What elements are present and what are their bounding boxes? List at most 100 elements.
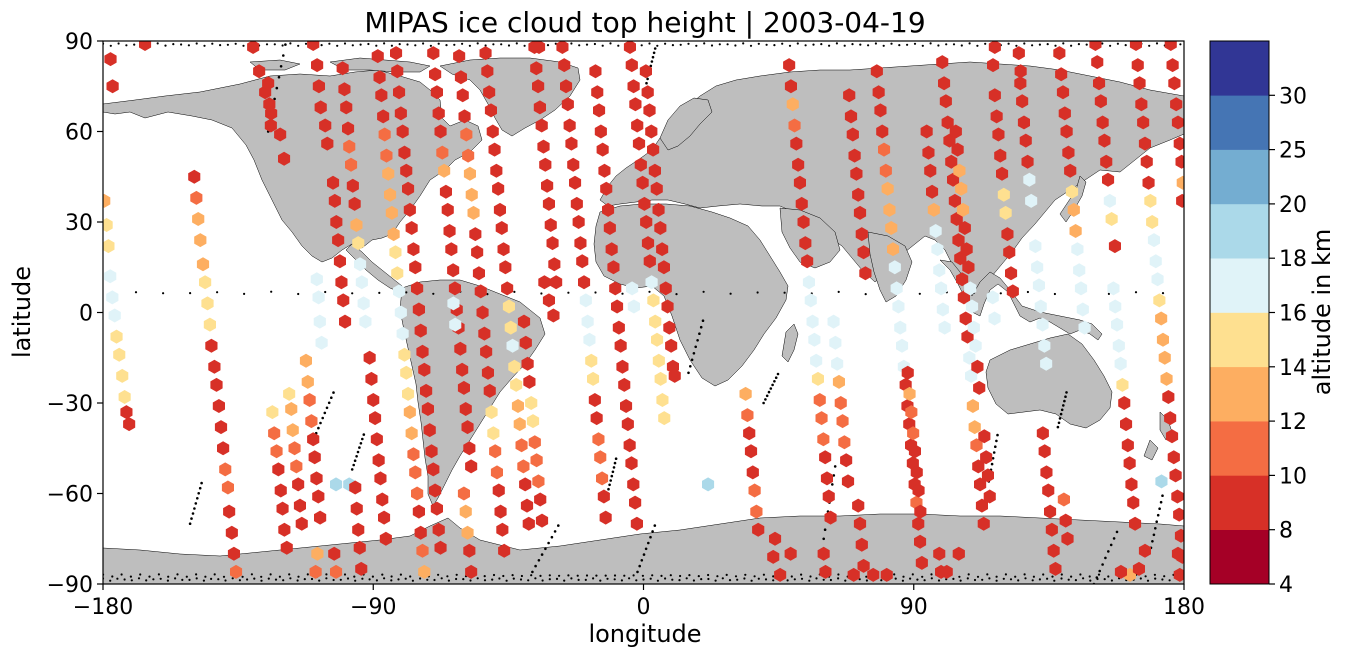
cloud-point (188, 169, 201, 184)
track-dot (984, 42, 987, 45)
cloud-point (412, 504, 425, 519)
cloud-point (104, 52, 117, 67)
track-dot (800, 573, 803, 576)
track-dot (1060, 577, 1063, 580)
cloud-point (954, 251, 967, 266)
track-dot (699, 325, 703, 329)
cloud-point (656, 242, 669, 257)
cloud-point (651, 332, 664, 347)
cloud-point (407, 242, 420, 257)
track-dot (837, 573, 840, 576)
cloud-point (522, 516, 535, 531)
track-dot (765, 43, 768, 46)
cloud-point (384, 187, 397, 202)
cloud-point (881, 181, 894, 196)
cloud-point (106, 290, 119, 305)
track-dot (351, 292, 354, 295)
track-dot (620, 579, 624, 582)
cloud-point (1114, 564, 1127, 579)
cloud-point (494, 504, 507, 519)
track-dot (275, 86, 279, 90)
cloud-point (525, 396, 538, 410)
cloud-point (355, 275, 368, 290)
cloud-point (567, 157, 580, 172)
cloud-point (459, 402, 472, 416)
track-dot (859, 43, 862, 46)
cloud-point (274, 127, 287, 142)
cloud-point (880, 567, 893, 582)
cloud-point (299, 353, 312, 368)
cloud-point (853, 205, 867, 220)
cloud-point (420, 383, 433, 398)
cloud-point (1055, 67, 1068, 82)
cloud-point (819, 450, 832, 465)
track-dot (585, 43, 589, 46)
cloud-point (210, 377, 223, 392)
track-dot (644, 547, 648, 551)
cloud-point (596, 471, 609, 486)
cloud-point (303, 393, 316, 407)
track-dot (687, 371, 690, 375)
cloud-point (479, 46, 492, 61)
cloud-point (643, 254, 656, 269)
cloud-point (333, 254, 346, 269)
cloud-point (639, 64, 652, 79)
cloud-point (438, 163, 451, 178)
cloud-point (892, 299, 905, 314)
cloud-point (948, 193, 961, 208)
track-dot (213, 573, 216, 576)
track-dot (461, 42, 464, 45)
cloud-point (1108, 239, 1121, 254)
track-dot (744, 573, 747, 576)
track-dot (721, 577, 724, 580)
track-dot (952, 577, 955, 581)
track-dot (609, 42, 612, 45)
cloud-point (636, 175, 649, 190)
cloud-point (1138, 136, 1151, 151)
track-dot (960, 44, 963, 47)
track-dot (260, 579, 263, 582)
track-dot (196, 497, 199, 500)
track-dot (753, 575, 756, 578)
cloud-point (520, 498, 534, 513)
cloud-point (658, 411, 671, 426)
track-dot (433, 578, 436, 582)
cloud-point (640, 215, 653, 229)
track-dot (419, 577, 422, 580)
cloud-point (988, 88, 1001, 103)
cloud-point (810, 353, 823, 368)
cloud-point (936, 302, 949, 317)
cloud-point (371, 49, 384, 64)
track-dot (958, 575, 961, 578)
track-dot (123, 578, 126, 581)
track-dot (585, 574, 589, 577)
cloud-point (570, 196, 583, 211)
cloud-point (1071, 242, 1084, 257)
cloud-point (592, 432, 605, 447)
cloud-point (380, 148, 393, 163)
cloud-point (354, 257, 367, 272)
cloud-point (997, 187, 1010, 202)
track-dot (762, 401, 765, 405)
track-dot (323, 411, 327, 415)
track-dot (577, 578, 580, 582)
cloud-point (626, 281, 639, 296)
cloud-point (328, 193, 341, 208)
track-dot (189, 292, 192, 295)
track-dot (652, 51, 656, 55)
cloud-point (469, 227, 482, 242)
track-dot (405, 291, 408, 294)
track-dot (321, 416, 325, 420)
cloud-point (945, 154, 958, 169)
track-dot (576, 574, 579, 577)
cloud-point (659, 281, 672, 296)
track-dot (822, 537, 825, 541)
track-dot (796, 42, 799, 45)
track-dot (762, 573, 766, 576)
cloud-point (1140, 154, 1153, 169)
cloud-point (645, 275, 658, 290)
cloud-point (949, 124, 962, 139)
cloud-point (980, 450, 993, 465)
track-dot (592, 577, 595, 580)
cloud-point (933, 263, 946, 278)
